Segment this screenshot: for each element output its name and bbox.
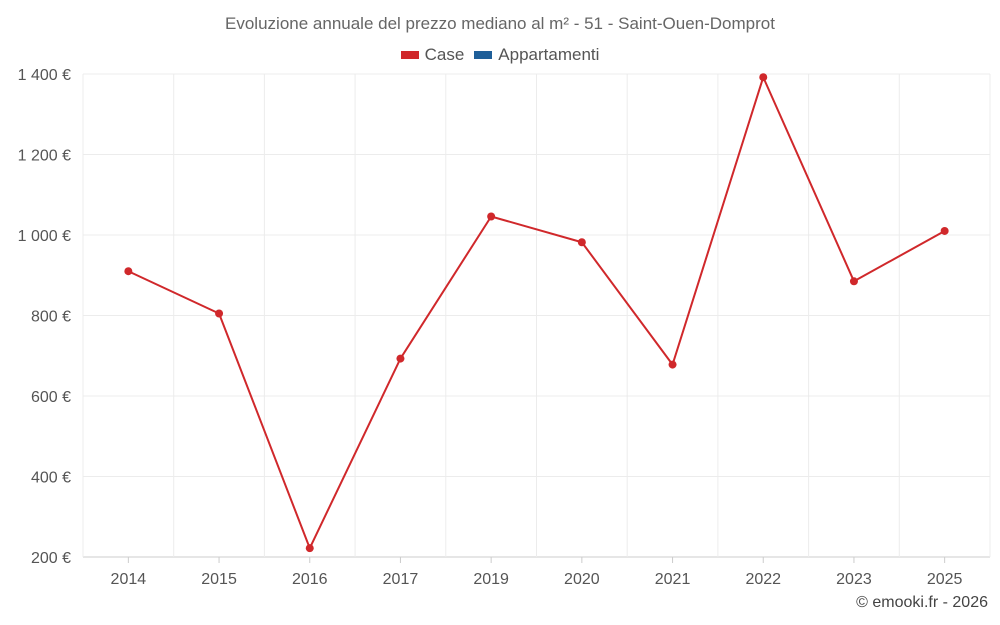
chart-title: Evoluzione annuale del prezzo mediano al…	[225, 14, 775, 33]
y-tick-label: 1 200 €	[18, 148, 71, 165]
legend-item-appartamenti[interactable]: Appartamenti	[474, 45, 599, 65]
data-point-2023[interactable]	[849, 277, 858, 286]
data-point-2025[interactable]	[940, 226, 949, 235]
data-point-2020[interactable]	[577, 238, 586, 247]
y-tick-label: 400 €	[31, 470, 71, 487]
x-tick-label: 2023	[836, 571, 872, 588]
data-point-2016[interactable]	[305, 544, 314, 553]
x-tick-label: 2014	[111, 571, 147, 588]
y-tick-label: 600 €	[31, 389, 71, 406]
data-point-2019[interactable]	[487, 212, 496, 221]
legend-swatch-appartamenti	[474, 51, 493, 59]
x-tick-label: 2017	[383, 571, 419, 588]
legend-swatch-case	[400, 51, 419, 59]
y-tick-label: 1 400 €	[18, 67, 71, 84]
grid	[82, 73, 991, 558]
x-axis: 2014 2015 2016 2017 2019 2020 2021 2022 2023 2025	[111, 557, 963, 588]
y-axis: 200 € 400 € 600 € 800 € 1 000 € 1 200 € 1 400 …	[18, 67, 71, 567]
series-line-case	[127, 76, 946, 550]
credit: © emooki.fr - 2026	[856, 594, 988, 611]
x-tick-label: 2016	[292, 571, 328, 588]
y-tick-label: 1 000 €	[18, 228, 71, 245]
x-tick-label: 2020	[564, 571, 600, 588]
data-point-2021[interactable]	[668, 360, 677, 369]
y-tick-label: 800 €	[31, 309, 71, 326]
x-tick-label: 2022	[745, 571, 781, 588]
x-tick-label: 2025	[927, 571, 963, 588]
data-point-2022[interactable]	[759, 73, 768, 82]
legend: Case Appartamenti	[0, 45, 1000, 65]
x-tick-label: 2021	[655, 571, 691, 588]
x-tick-label: 2015	[201, 571, 237, 588]
legend-label-appartamenti: Appartamenti	[498, 45, 600, 64]
data-point-2015[interactable]	[215, 309, 224, 318]
y-tick-label: 200 €	[31, 550, 71, 567]
data-point-2017[interactable]	[396, 354, 405, 363]
data-point-2014[interactable]	[124, 267, 133, 276]
series-case	[124, 73, 949, 553]
legend-label-case: Case	[424, 45, 465, 64]
x-tick-label: 2019	[473, 571, 509, 588]
legend-item-case[interactable]: Case	[400, 45, 465, 65]
